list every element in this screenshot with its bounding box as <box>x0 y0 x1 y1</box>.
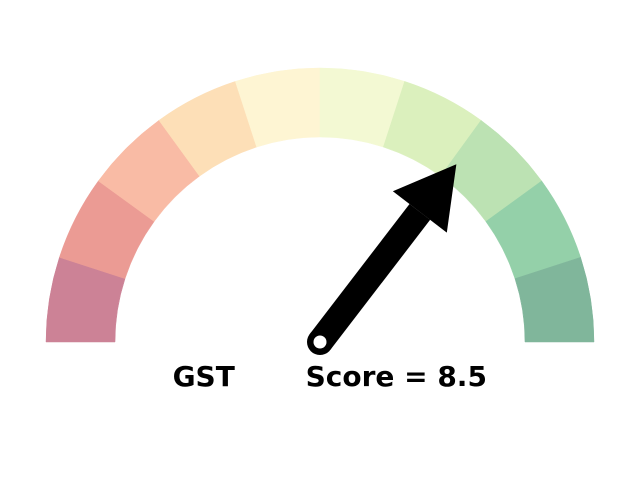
needle-arrowhead <box>392 164 457 233</box>
gauge-label-prefix: GST <box>173 360 235 393</box>
gauge-score-label: GST Score = 8.5 <box>124 360 516 393</box>
gauge-needle <box>307 164 457 355</box>
needle-shaft <box>309 203 431 350</box>
gauge-label-text: Score = 8.5 <box>306 360 487 393</box>
needle-hub-center <box>313 335 327 349</box>
gauge-segments <box>45 67 595 343</box>
gauge-segment <box>514 257 595 343</box>
